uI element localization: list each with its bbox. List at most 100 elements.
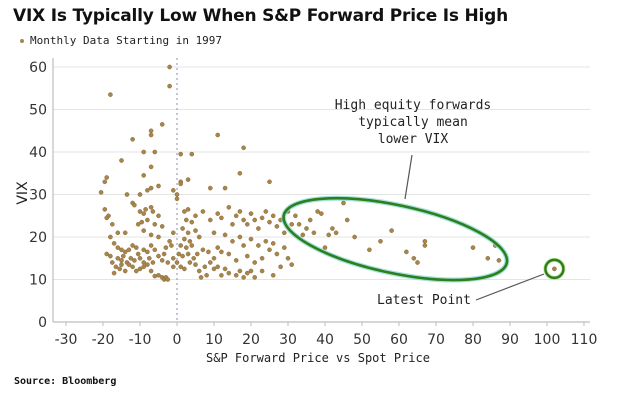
data-point [189, 151, 195, 157]
data-point [256, 226, 261, 231]
data-point [152, 221, 158, 227]
data-point [300, 232, 306, 238]
data-point [226, 251, 232, 257]
data-point [183, 245, 189, 250]
y-tick-50: 50 [29, 103, 47, 119]
data-point [183, 217, 189, 223]
y-tick-40: 40 [29, 145, 47, 161]
x-tick-70: 70 [427, 332, 445, 348]
data-point [233, 213, 239, 219]
data-points [98, 64, 557, 282]
x-tick-80: 80 [464, 332, 482, 348]
data-point [200, 209, 206, 214]
data-point [259, 255, 265, 261]
x-tick-60: 60 [390, 332, 408, 348]
data-point [237, 268, 243, 274]
data-point [206, 249, 211, 255]
data-point [196, 268, 202, 274]
data-point [198, 275, 204, 280]
data-point [145, 217, 150, 223]
data-point [148, 232, 154, 238]
data-point [267, 219, 272, 225]
data-point [121, 253, 126, 259]
data-point [113, 264, 119, 270]
data-point [252, 217, 257, 223]
data-point [252, 275, 257, 280]
data-point [143, 207, 148, 212]
data-point [256, 243, 261, 248]
x-tick-50: 50 [353, 332, 371, 348]
data-point [122, 268, 128, 274]
data-point [241, 275, 246, 280]
data-point [117, 266, 122, 272]
x-tick--20: -20 [92, 332, 115, 348]
data-point [422, 238, 428, 244]
data-point [104, 251, 109, 257]
data-point [148, 268, 154, 274]
data-point [111, 270, 117, 276]
data-point [170, 255, 176, 261]
data-point [267, 179, 272, 185]
data-point [404, 249, 409, 255]
data-point [170, 264, 176, 270]
data-point [141, 211, 146, 216]
data-point [189, 219, 195, 225]
data-point [152, 247, 158, 253]
data-point [281, 230, 287, 236]
annotation-text-line: typically mean [358, 115, 468, 130]
legend-label: Monthly Data Starting in 1997 [30, 34, 223, 47]
data-point [241, 243, 246, 248]
data-point [135, 221, 141, 227]
data-point [137, 209, 143, 214]
data-point [102, 179, 108, 185]
data-point [226, 204, 232, 210]
data-point [176, 251, 182, 257]
data-point [233, 258, 239, 263]
data-point [248, 236, 254, 242]
data-point [185, 251, 191, 257]
latest-point-ring [544, 258, 565, 280]
data-point [132, 202, 137, 208]
data-point [156, 272, 161, 278]
data-point [274, 251, 280, 257]
data-point [211, 230, 217, 236]
data-point [219, 249, 224, 255]
data-point [108, 234, 113, 240]
data-point [150, 260, 156, 265]
data-point [104, 215, 109, 221]
data-point [552, 266, 557, 272]
data-point [124, 192, 130, 197]
data-point [259, 215, 265, 221]
data-point [167, 238, 172, 244]
data-point [322, 245, 328, 250]
data-point [182, 209, 187, 214]
data-point [170, 230, 176, 236]
data-point [111, 241, 117, 246]
annotation-leader-line [404, 154, 413, 200]
data-point [318, 211, 324, 216]
data-point [185, 177, 191, 182]
data-point [222, 232, 228, 238]
data-point [133, 245, 139, 250]
data-point [230, 238, 235, 244]
data-point [137, 192, 143, 197]
data-point [470, 245, 476, 250]
source-note: Source: Bloomberg [14, 376, 117, 387]
legend: Monthly Data Starting in 1997 [20, 34, 222, 47]
data-point [141, 247, 146, 253]
data-point [241, 217, 246, 223]
data-point [169, 243, 174, 248]
data-point [145, 262, 150, 267]
data-point [270, 241, 276, 246]
data-point [148, 243, 154, 248]
data-point [207, 260, 213, 265]
data-point [230, 221, 235, 227]
data-point [128, 255, 134, 261]
data-point [233, 272, 239, 278]
data-point [204, 272, 209, 278]
data-point [244, 253, 250, 259]
x-tick-30: 30 [279, 332, 297, 348]
data-point [496, 258, 502, 263]
data-point [244, 221, 250, 227]
x-axis-label: S&P Forward Price vs Spot Price [206, 351, 430, 365]
